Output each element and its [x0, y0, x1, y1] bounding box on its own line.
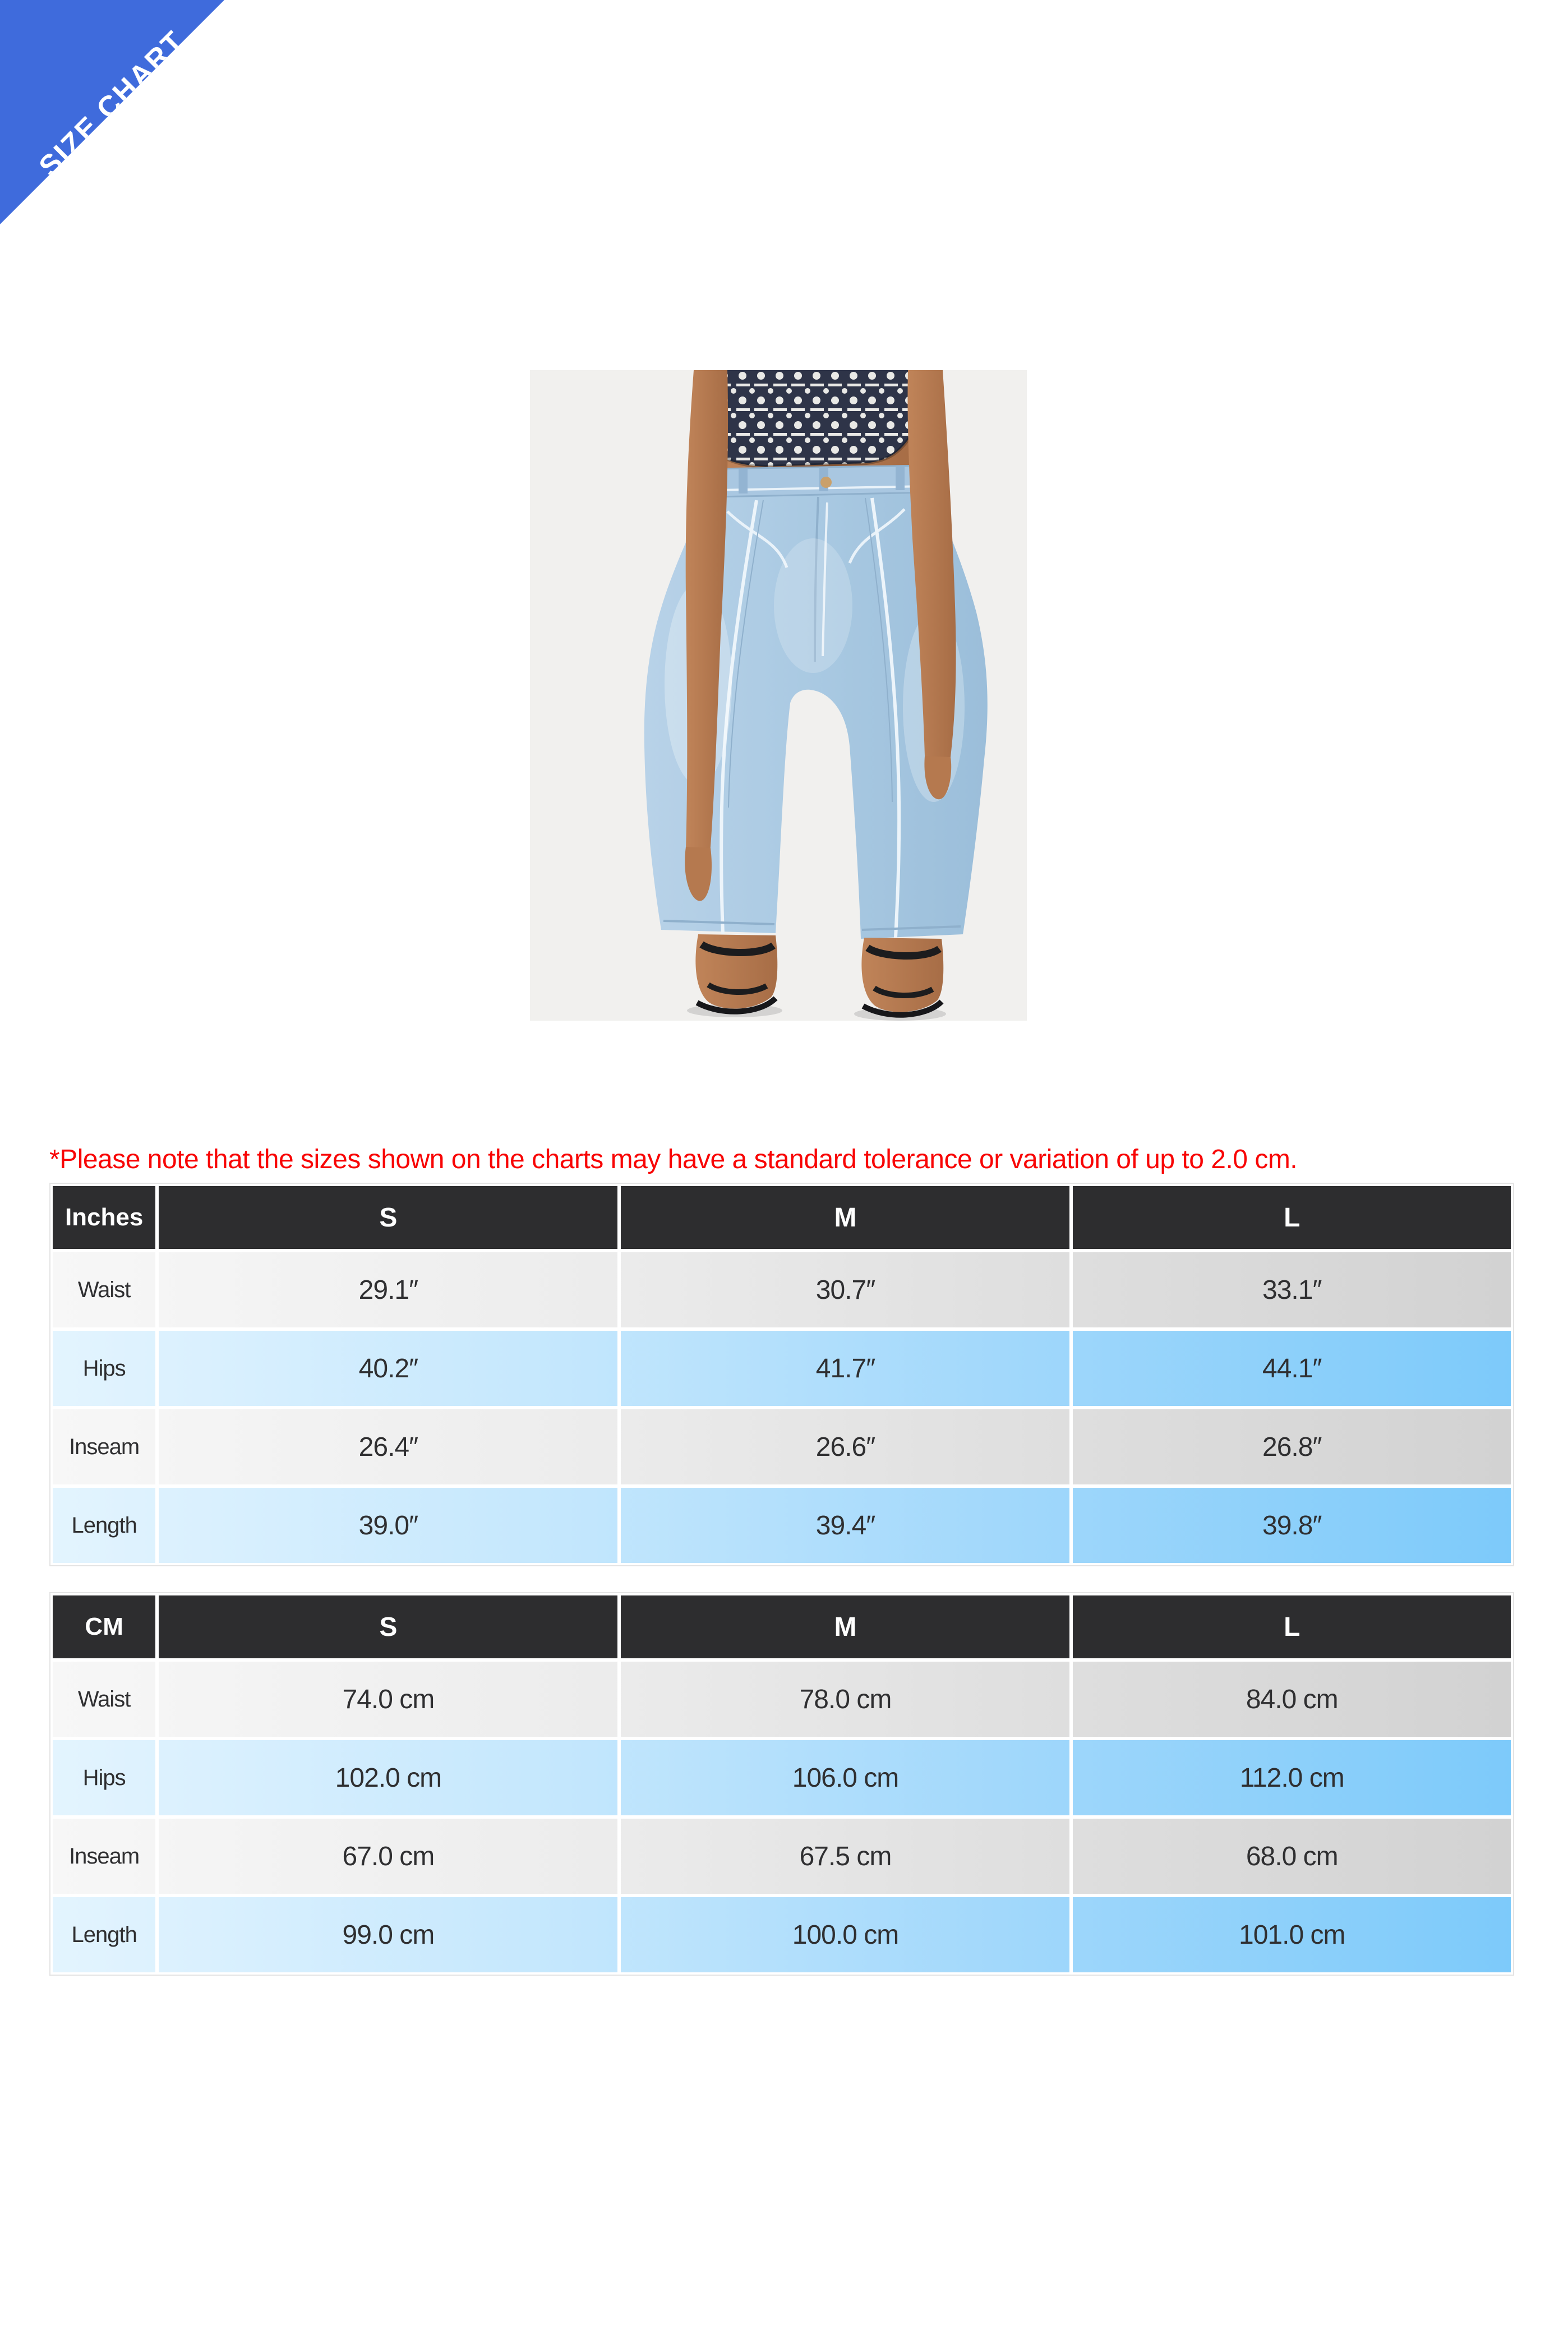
measurement-value-cell: 26.4″ [155, 1409, 617, 1484]
measurement-value-cell: 39.4″ [617, 1488, 1069, 1563]
table-row-hips: Hips 102.0 cm 106.0 cm 112.0 cm [53, 1740, 1511, 1815]
measurement-value-cell: 99.0 cm [155, 1897, 617, 1972]
measurement-value-cell: 101.0 cm [1069, 1897, 1511, 1972]
measurement-label-cell: Inseam [69, 1843, 140, 1869]
size-column-header-l: L [1069, 1186, 1511, 1249]
size-column-header-m: M [617, 1595, 1069, 1658]
measurement-label-cell: Hips [82, 1765, 126, 1790]
measurement-value-cell: 106.0 cm [617, 1740, 1069, 1815]
table-row-inseam: Inseam 67.0 cm 67.5 cm 68.0 cm [53, 1819, 1511, 1894]
measurement-value-cell: 78.0 cm [617, 1662, 1069, 1737]
size-column-header-l: L [1069, 1595, 1511, 1658]
measurement-value-cell: 40.2″ [155, 1331, 617, 1406]
measurement-value-cell: 67.0 cm [155, 1819, 617, 1894]
product-photo [530, 370, 1027, 1021]
measurement-value-cell: 84.0 cm [1069, 1662, 1511, 1737]
table-row-length: Length 39.0″ 39.4″ 39.8″ [53, 1488, 1511, 1563]
measurement-value-cell: 39.8″ [1069, 1488, 1511, 1563]
size-column-header-s: S [155, 1186, 617, 1249]
measurement-label-cell: Inseam [69, 1434, 140, 1459]
table-row-waist: Waist 29.1″ 30.7″ 33.1″ [53, 1252, 1511, 1327]
measurement-value-cell: 33.1″ [1069, 1252, 1511, 1327]
size-column-header-m: M [617, 1186, 1069, 1249]
jeans-model-illustration [530, 370, 1027, 1021]
measurement-value-cell: 67.5 cm [617, 1819, 1069, 1894]
measurement-value-cell: 44.1″ [1069, 1331, 1511, 1406]
table-row-length: Length 99.0 cm 100.0 cm 101.0 cm [53, 1897, 1511, 1972]
size-table-cm: CM S M L Waist 74.0 cm 78.0 cm 84.0 cm H… [49, 1592, 1514, 1976]
measurement-value-cell: 41.7″ [617, 1331, 1069, 1406]
measurement-value-cell: 26.6″ [617, 1409, 1069, 1484]
unit-header-cell: CM [85, 1613, 123, 1640]
measurement-value-cell: 68.0 cm [1069, 1819, 1511, 1894]
table-header-row: CM S M L [53, 1595, 1511, 1658]
measurement-label-cell: Waist [77, 1277, 131, 1302]
measurement-value-cell: 74.0 cm [155, 1662, 617, 1737]
measurement-value-cell: 30.7″ [617, 1252, 1069, 1327]
measurement-label-cell: Waist [77, 1686, 131, 1712]
table-header-row: Inches S M L [53, 1186, 1511, 1249]
measurement-label-cell: Hips [82, 1355, 126, 1381]
tolerance-note: *Please note that the sizes shown on the… [49, 1145, 1298, 1174]
measurement-value-cell: 112.0 cm [1069, 1740, 1511, 1815]
size-chart-ribbon-label: SIZE CHART [33, 24, 192, 183]
table-row-waist: Waist 74.0 cm 78.0 cm 84.0 cm [53, 1662, 1511, 1737]
table-row-inseam: Inseam 26.4″ 26.6″ 26.8″ [53, 1409, 1511, 1484]
measurement-value-cell: 29.1″ [155, 1252, 617, 1327]
measurement-label-cell: Length [71, 1512, 137, 1538]
measurement-value-cell: 26.8″ [1069, 1409, 1511, 1484]
table-row-hips: Hips 40.2″ 41.7″ 44.1″ [53, 1331, 1511, 1406]
measurement-value-cell: 39.0″ [155, 1488, 617, 1563]
size-table-inches: Inches S M L Waist 29.1″ 30.7″ 33.1″ Hip… [49, 1183, 1514, 1566]
unit-header-cell: Inches [64, 1203, 144, 1231]
size-column-header-s: S [155, 1595, 617, 1658]
measurement-value-cell: 100.0 cm [617, 1897, 1069, 1972]
measurement-label-cell: Length [71, 1922, 137, 1947]
size-chart-ribbon: SIZE CHART [0, 0, 224, 224]
measurement-value-cell: 102.0 cm [155, 1740, 617, 1815]
